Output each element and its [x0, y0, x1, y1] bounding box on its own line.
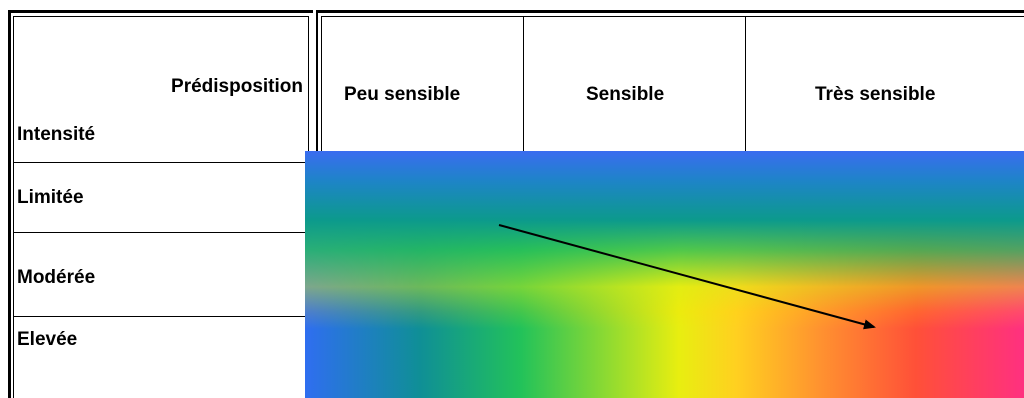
table-border-top-left-inner [13, 16, 309, 17]
col-divider-1 [523, 16, 524, 151]
gradient-vertical-overlay [305, 151, 1024, 398]
table-border-top-left [8, 10, 313, 13]
risk-gradient-panel [305, 151, 1024, 398]
row-label-moderee: Modérée [17, 267, 96, 288]
header-col-divider-inner [316, 10, 318, 151]
column-header-sensible: Sensible [586, 84, 665, 105]
header-predisposition: Prédisposition [171, 76, 303, 97]
column-header-peu-sensible: Peu sensible [344, 84, 461, 105]
trend-arrow-icon [498, 224, 876, 330]
row-label-limitee: Limitée [17, 187, 84, 208]
row-label-elevee: Elevée [17, 329, 78, 350]
table-border-left [8, 10, 11, 398]
table-border-top-right [317, 10, 1024, 13]
header-col-divider-inner2 [321, 16, 322, 151]
header-top-inner-right [321, 16, 1024, 17]
trend-arrow-line [498, 224, 876, 330]
row-divider-2 [13, 316, 305, 317]
header-col-divider-outer [308, 16, 309, 151]
col-divider-2 [745, 16, 746, 151]
column-header-tres-sensible: Très sensible [815, 84, 936, 105]
table-border-left-inner [13, 16, 14, 398]
row-divider-header [13, 162, 305, 163]
header-intensite: Intensité [17, 124, 96, 145]
row-divider-1 [13, 232, 305, 233]
